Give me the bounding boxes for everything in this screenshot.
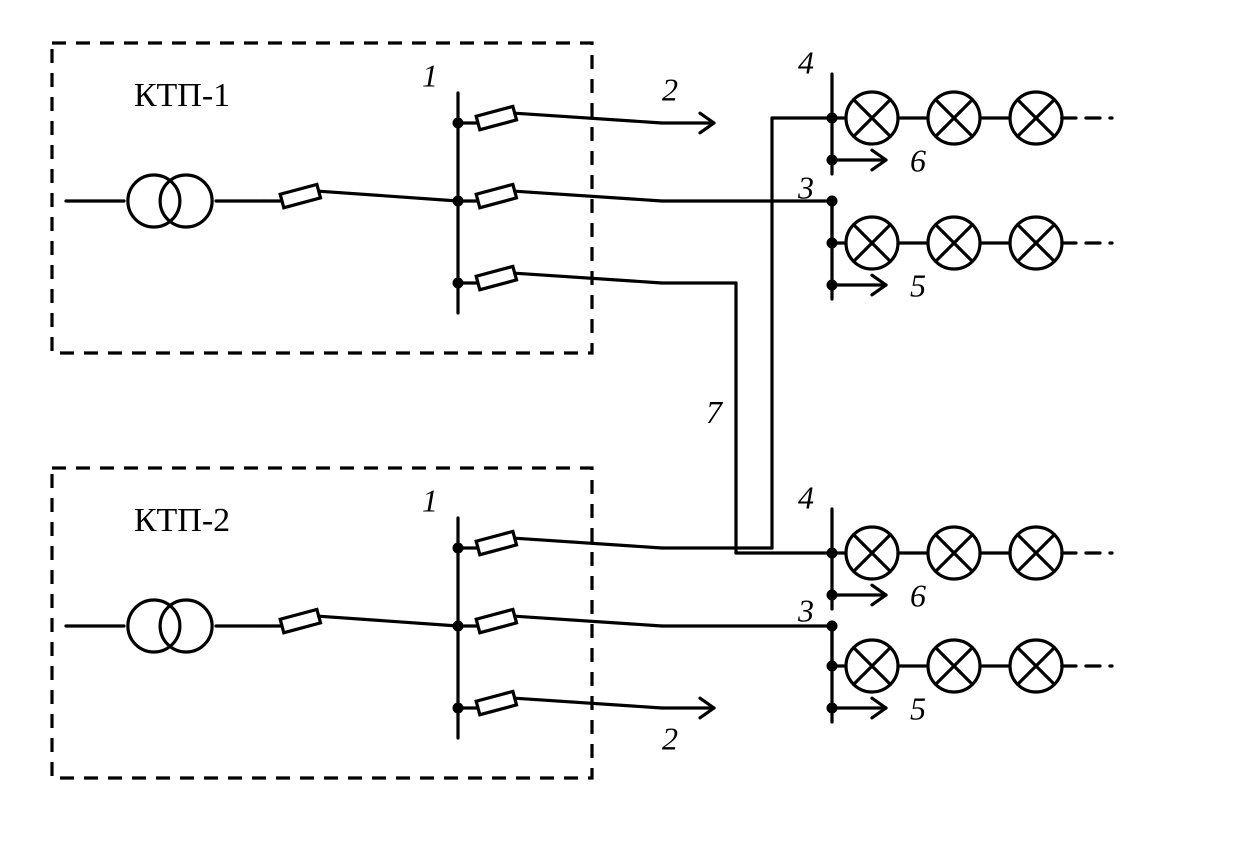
svg-text:1: 1 xyxy=(422,57,438,93)
svg-text:7: 7 xyxy=(706,394,724,430)
svg-text:1: 1 xyxy=(422,482,438,518)
svg-text:6: 6 xyxy=(910,142,926,178)
svg-text:4: 4 xyxy=(798,479,814,515)
svg-text:КТП-1: КТП-1 xyxy=(134,77,230,114)
svg-text:3: 3 xyxy=(797,592,814,628)
svg-text:2: 2 xyxy=(662,720,678,756)
electrical-single-line-diagram: КТП-11КТП-2146354635227 xyxy=(0,0,1252,853)
svg-text:4: 4 xyxy=(798,44,814,80)
svg-text:6: 6 xyxy=(910,577,926,613)
svg-text:5: 5 xyxy=(910,690,926,726)
svg-text:5: 5 xyxy=(910,267,926,303)
svg-text:КТП-2: КТП-2 xyxy=(134,502,230,539)
svg-text:2: 2 xyxy=(662,71,678,107)
